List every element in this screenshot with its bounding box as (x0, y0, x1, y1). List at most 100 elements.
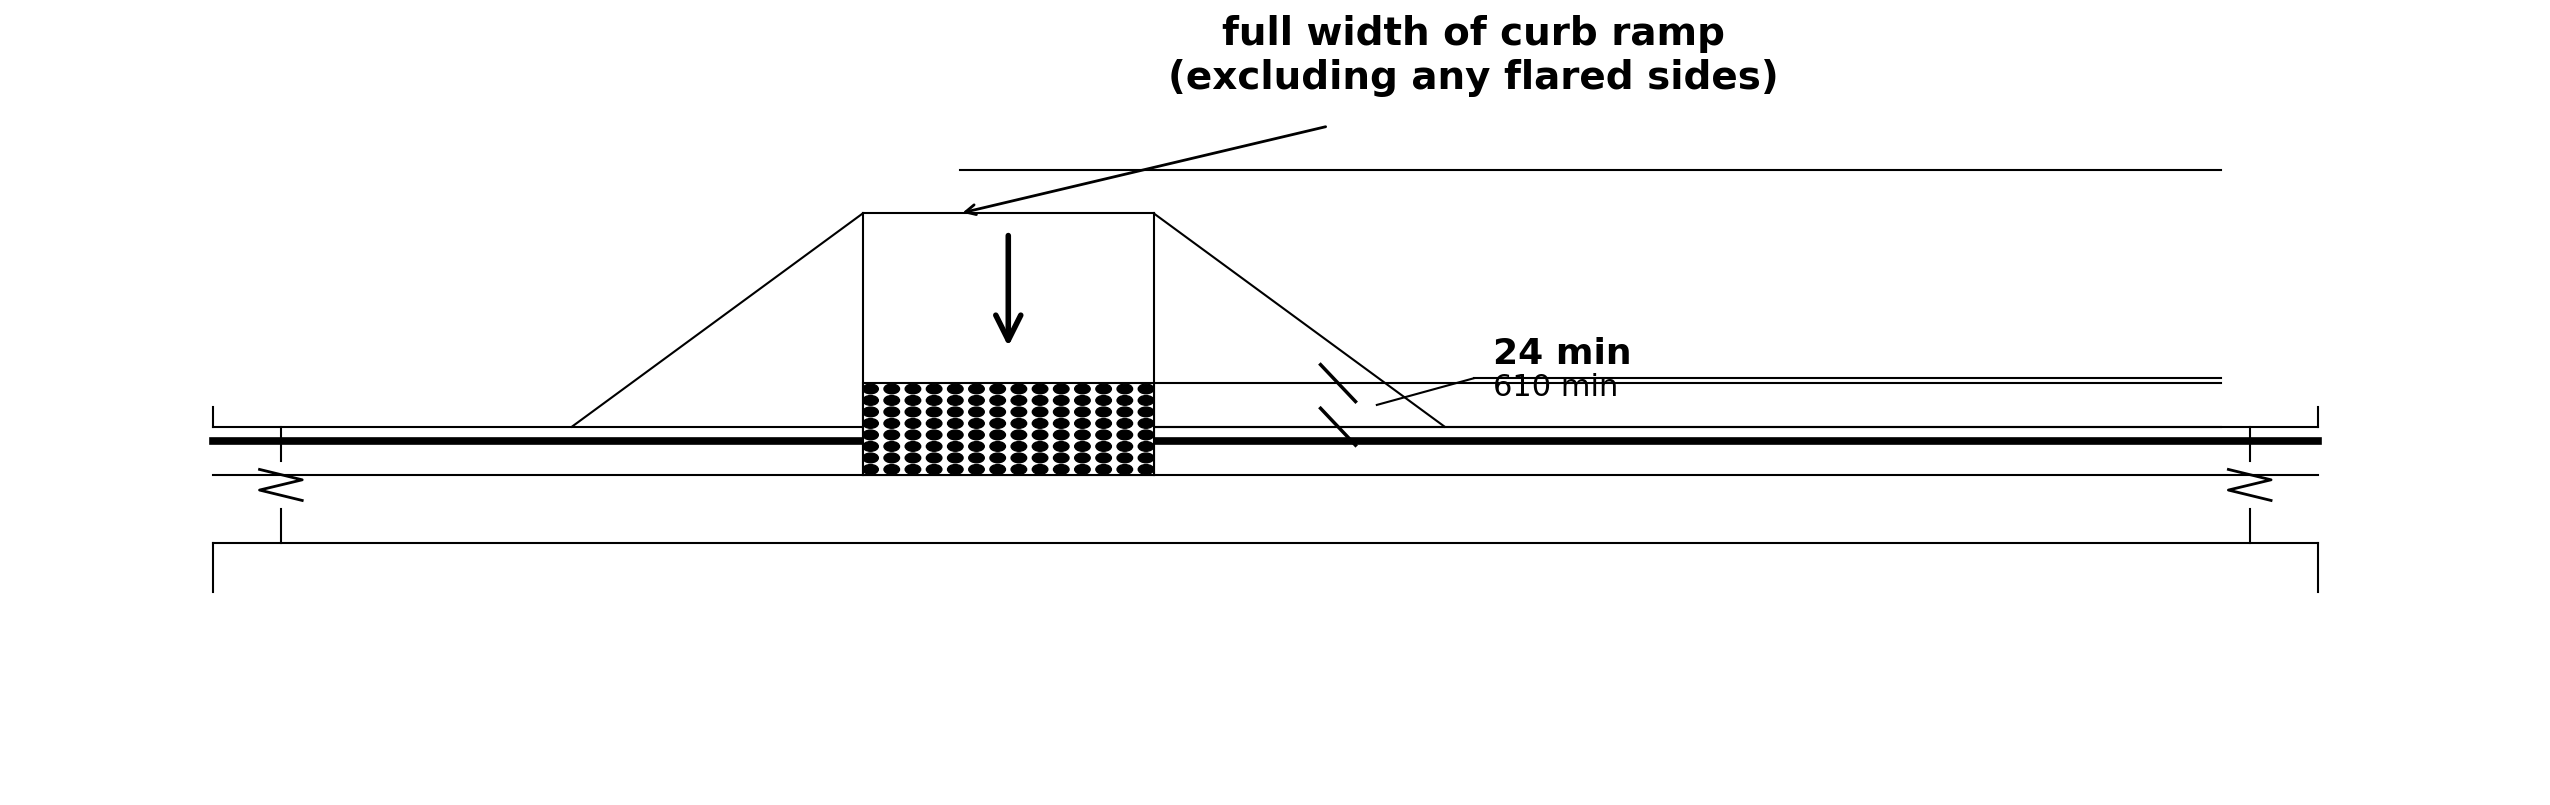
Ellipse shape (862, 384, 877, 394)
Ellipse shape (949, 407, 964, 417)
Ellipse shape (969, 384, 984, 394)
Ellipse shape (1012, 442, 1028, 452)
Ellipse shape (1074, 419, 1091, 428)
Ellipse shape (949, 384, 964, 394)
Ellipse shape (1137, 442, 1153, 452)
Ellipse shape (969, 453, 984, 463)
Ellipse shape (1074, 464, 1091, 474)
Text: 24 min: 24 min (1494, 337, 1632, 371)
Ellipse shape (1096, 442, 1112, 452)
Ellipse shape (1137, 407, 1153, 417)
Ellipse shape (885, 395, 900, 405)
Ellipse shape (1074, 453, 1091, 463)
Ellipse shape (1137, 453, 1153, 463)
Ellipse shape (1117, 419, 1132, 428)
Ellipse shape (1096, 395, 1112, 405)
Ellipse shape (1053, 464, 1068, 474)
Ellipse shape (1096, 453, 1112, 463)
Ellipse shape (989, 430, 1005, 440)
Ellipse shape (1074, 430, 1091, 440)
Ellipse shape (862, 453, 877, 463)
Ellipse shape (926, 407, 941, 417)
Ellipse shape (1096, 407, 1112, 417)
Ellipse shape (969, 395, 984, 405)
Ellipse shape (1053, 384, 1068, 394)
Ellipse shape (1117, 430, 1132, 440)
Ellipse shape (1137, 430, 1153, 440)
Ellipse shape (885, 453, 900, 463)
Ellipse shape (1012, 430, 1028, 440)
Ellipse shape (862, 419, 877, 428)
Ellipse shape (1033, 395, 1048, 405)
Ellipse shape (1117, 407, 1132, 417)
Ellipse shape (905, 430, 921, 440)
Text: full width of curb ramp
(excluding any flared sides): full width of curb ramp (excluding any f… (1168, 15, 1780, 97)
Ellipse shape (885, 419, 900, 428)
Ellipse shape (1033, 430, 1048, 440)
Ellipse shape (862, 442, 877, 452)
Ellipse shape (949, 395, 964, 405)
Ellipse shape (1033, 419, 1048, 428)
Ellipse shape (1096, 419, 1112, 428)
Ellipse shape (969, 464, 984, 474)
Ellipse shape (885, 464, 900, 474)
Ellipse shape (1053, 407, 1068, 417)
Ellipse shape (862, 407, 877, 417)
Ellipse shape (1117, 384, 1132, 394)
Ellipse shape (949, 453, 964, 463)
Ellipse shape (926, 419, 941, 428)
Ellipse shape (1033, 453, 1048, 463)
Ellipse shape (1117, 453, 1132, 463)
Ellipse shape (1033, 407, 1048, 417)
Ellipse shape (1012, 384, 1028, 394)
Ellipse shape (926, 384, 941, 394)
Ellipse shape (949, 442, 964, 452)
Ellipse shape (926, 395, 941, 405)
Ellipse shape (1096, 430, 1112, 440)
Bar (862, 383, 1153, 475)
Ellipse shape (926, 464, 941, 474)
Ellipse shape (1137, 464, 1153, 474)
Ellipse shape (1012, 453, 1028, 463)
Ellipse shape (1012, 419, 1028, 428)
Ellipse shape (905, 464, 921, 474)
Ellipse shape (1117, 464, 1132, 474)
Ellipse shape (905, 384, 921, 394)
Ellipse shape (862, 395, 877, 405)
Ellipse shape (1033, 384, 1048, 394)
Ellipse shape (969, 407, 984, 417)
Ellipse shape (1096, 464, 1112, 474)
Ellipse shape (969, 419, 984, 428)
Ellipse shape (905, 453, 921, 463)
Ellipse shape (885, 384, 900, 394)
Ellipse shape (949, 430, 964, 440)
Ellipse shape (926, 442, 941, 452)
Ellipse shape (1074, 407, 1091, 417)
Ellipse shape (989, 464, 1005, 474)
Ellipse shape (862, 464, 877, 474)
Ellipse shape (885, 442, 900, 452)
Ellipse shape (1012, 407, 1028, 417)
Ellipse shape (1012, 464, 1028, 474)
Ellipse shape (926, 430, 941, 440)
Ellipse shape (885, 407, 900, 417)
Ellipse shape (1137, 384, 1153, 394)
Ellipse shape (1137, 395, 1153, 405)
Ellipse shape (989, 384, 1005, 394)
Ellipse shape (905, 442, 921, 452)
Ellipse shape (905, 395, 921, 405)
Ellipse shape (926, 453, 941, 463)
Ellipse shape (885, 430, 900, 440)
Ellipse shape (1033, 442, 1048, 452)
Ellipse shape (1074, 384, 1091, 394)
Ellipse shape (969, 442, 984, 452)
Ellipse shape (1053, 430, 1068, 440)
Ellipse shape (862, 430, 877, 440)
Ellipse shape (949, 419, 964, 428)
Ellipse shape (1074, 395, 1091, 405)
Ellipse shape (1012, 395, 1028, 405)
Text: 610 min: 610 min (1494, 374, 1619, 402)
Ellipse shape (989, 419, 1005, 428)
Ellipse shape (1053, 395, 1068, 405)
Ellipse shape (989, 407, 1005, 417)
